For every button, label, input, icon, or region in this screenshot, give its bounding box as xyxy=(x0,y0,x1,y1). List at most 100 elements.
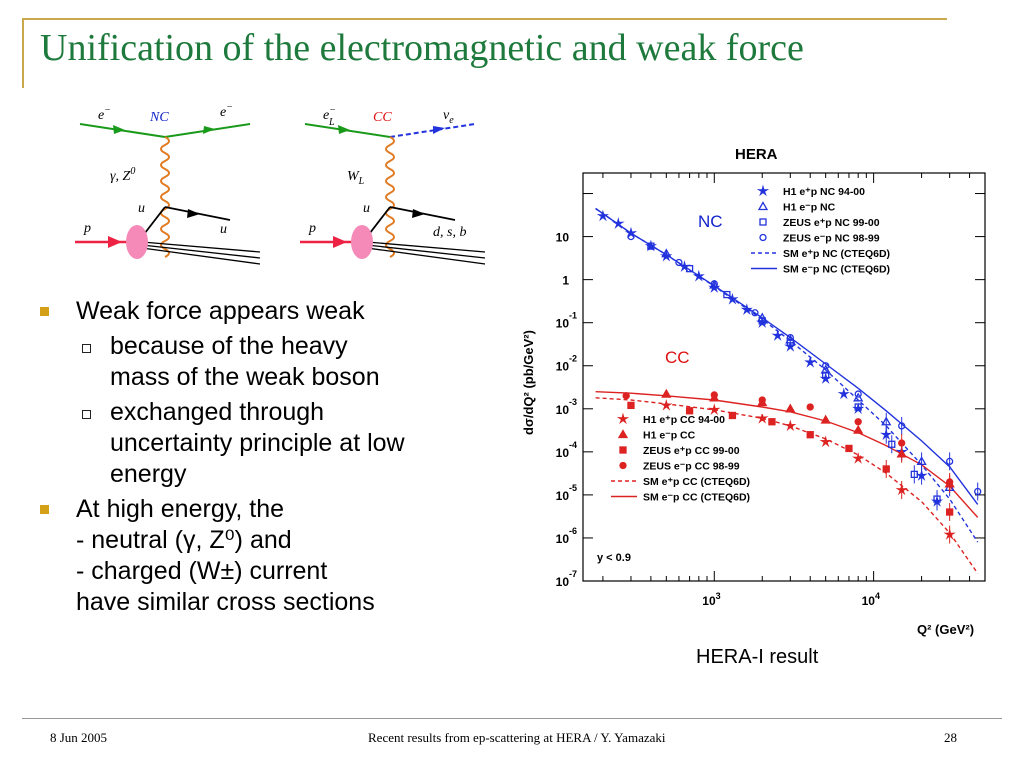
data-point-3 xyxy=(786,333,794,342)
y-tick-exponent: -1 xyxy=(569,311,577,321)
sub-1-line-1: because of the heavy xyxy=(110,332,348,360)
plot-frame xyxy=(582,172,986,582)
legend-marker xyxy=(619,446,627,454)
y-tick-exponent: -4 xyxy=(569,440,577,450)
data-point-2 xyxy=(822,371,830,379)
data-point-2 xyxy=(647,242,655,250)
bullet-2-line-4: have similar cross sections xyxy=(76,588,375,616)
legend-entry: H1 e⁺p CC 94-00 xyxy=(643,414,725,426)
cc-annotation: CC xyxy=(665,348,690,367)
x-axis-label: Q² (GeV²) xyxy=(917,622,974,637)
y-tick-label: 1 xyxy=(562,274,569,288)
data-point-7 xyxy=(898,439,906,447)
data-point-4 xyxy=(819,435,832,448)
legend-entry: ZEUS e⁺p CC 99-00 xyxy=(643,445,740,457)
nc-boson-label: γ, Z0 xyxy=(110,166,135,184)
legend-marker xyxy=(759,233,767,242)
legend-entry: SM e⁻p NC (CTEQ6D) xyxy=(783,264,890,276)
y-axis-label: dσ/dQ² (pb/GeV²) xyxy=(521,330,536,435)
nc-quark-in-label: u xyxy=(138,201,145,216)
bullet-2: At high energy, the - neutral (γ, Z⁰) and… xyxy=(40,494,500,618)
bullet-1-sub-2: exchanged through uncertainty principle a… xyxy=(40,397,500,490)
data-point-7 xyxy=(710,391,718,399)
data-point-0 xyxy=(596,209,610,222)
nc-annotation: NC xyxy=(698,212,723,231)
legend-marker xyxy=(617,429,629,439)
legend-entry: H1 e⁺p NC 94-00 xyxy=(783,186,865,198)
data-point-7 xyxy=(946,478,954,486)
sub-2-line-2: uncertainty principle at low xyxy=(110,429,405,457)
legend-marker xyxy=(756,184,770,197)
y-tick-label: 10 xyxy=(556,231,570,245)
y-tick-exponent: -6 xyxy=(569,526,577,536)
sub-2-line-1: exchanged through xyxy=(110,398,325,426)
curve-2 xyxy=(595,397,979,574)
cc-label: CC xyxy=(373,110,392,125)
data-point-2 xyxy=(685,265,694,273)
data-point-0 xyxy=(879,428,893,441)
slide-title: Unification of the electromagnetic and w… xyxy=(40,27,804,69)
legend-entry: H1 e⁻p NC xyxy=(783,202,836,214)
data-point-5 xyxy=(896,448,907,458)
footer-date: 8 Jun 2005 xyxy=(50,730,108,745)
data-point-3 xyxy=(675,258,683,267)
data-point-0 xyxy=(612,217,625,229)
data-point-4 xyxy=(708,403,721,416)
bullet-marker xyxy=(40,307,49,316)
bullet-marker xyxy=(40,505,49,514)
legend-marker xyxy=(616,412,630,425)
data-point-4 xyxy=(660,398,673,411)
chart-caption: HERA-I result xyxy=(696,646,819,668)
legend-entry: ZEUS e⁻p NC 98-99 xyxy=(783,233,880,245)
legend-entry: SM e⁺p NC (CTEQ6D) xyxy=(783,248,890,260)
data-point-1 xyxy=(853,392,864,402)
data-point-5 xyxy=(853,424,864,434)
data-point-7 xyxy=(758,396,766,404)
nc-proton-label: p xyxy=(83,221,91,236)
bullet-list: Weak force appears weak because of the h… xyxy=(40,296,500,622)
cc-proton-label: p xyxy=(308,221,316,236)
sub-bullet-marker xyxy=(82,344,91,353)
data-point-0 xyxy=(771,329,784,341)
bullet-1-sub-1: because of the heavy mass of the weak bos… xyxy=(40,331,500,393)
y-tick-exponent: -5 xyxy=(569,483,577,493)
nc-quark-out-label: u xyxy=(220,222,227,237)
data-point-6 xyxy=(845,444,853,453)
legend-marker xyxy=(759,218,767,226)
chart-title: HERA xyxy=(735,146,778,163)
legend-entry: SM e⁻p CC (CTEQ6D) xyxy=(643,492,750,504)
legend-entry: ZEUS e⁻p CC 98-99 xyxy=(643,461,740,473)
sub-2-line-3: energy xyxy=(110,460,187,488)
nc-feynman-diagram: e− e− NC γ, Z0 u u p xyxy=(75,102,261,265)
data-point-3 xyxy=(854,390,862,398)
data-point-0 xyxy=(915,469,928,481)
data-point-2 xyxy=(888,440,896,448)
data-point-1 xyxy=(881,416,892,426)
y-tick-label: 10 xyxy=(556,317,570,331)
data-point-3 xyxy=(946,457,954,466)
data-point-0 xyxy=(804,355,817,368)
nc-e-in-label: e− xyxy=(98,105,111,123)
data-point-0 xyxy=(837,387,850,400)
data-point-6 xyxy=(806,431,814,439)
data-point-3 xyxy=(751,309,759,317)
data-point-3 xyxy=(898,422,906,430)
data-point-5 xyxy=(785,403,796,413)
x-tick-label: 104 xyxy=(862,591,880,608)
curve-3 xyxy=(595,391,979,518)
data-point-2 xyxy=(854,403,862,411)
title-frame-left xyxy=(22,18,24,88)
data-point-7 xyxy=(806,403,814,411)
data-point-7 xyxy=(622,392,630,400)
y-tick-exponent: -3 xyxy=(569,397,577,407)
nc-label: NC xyxy=(149,110,169,125)
cc-e-in-label: e− L xyxy=(323,105,336,128)
data-point-6 xyxy=(946,508,954,516)
curve-1 xyxy=(595,207,979,505)
data-point-0 xyxy=(740,303,753,316)
data-point-5 xyxy=(661,388,672,398)
bullet-1-line-1: Weak force appears weak xyxy=(76,297,365,325)
data-point-0 xyxy=(624,226,638,239)
cc-quark-out-label: d, s, b xyxy=(433,225,466,240)
x-tick-label: 103 xyxy=(702,591,720,608)
